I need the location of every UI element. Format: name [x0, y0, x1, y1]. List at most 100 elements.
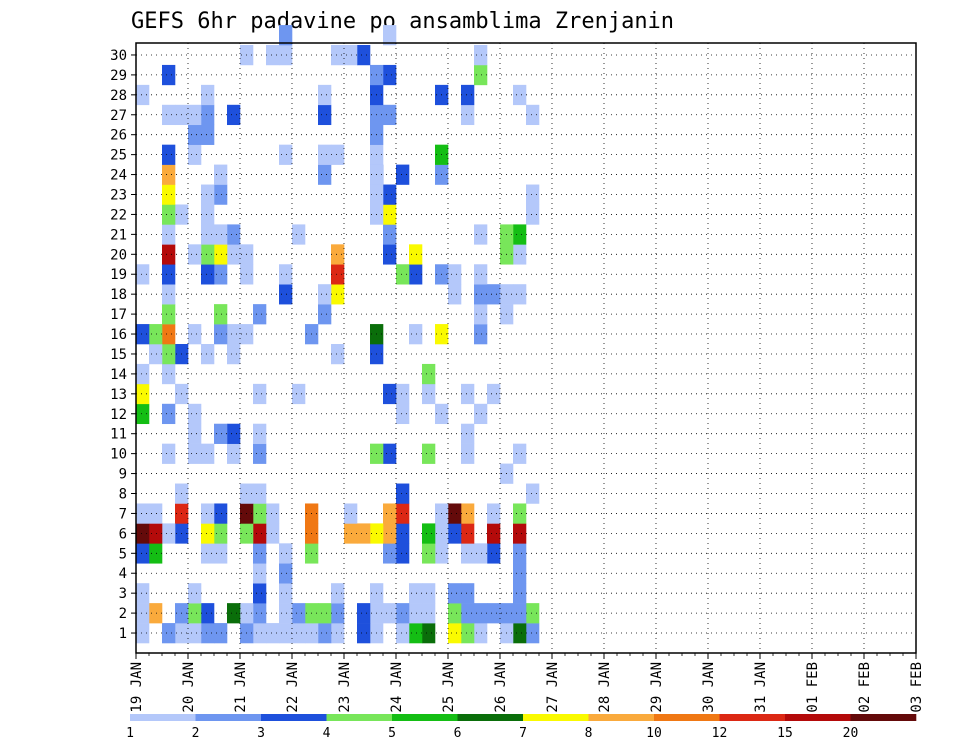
heatmap-cell — [227, 324, 241, 345]
heatmap-cell — [136, 583, 150, 604]
heatmap-cell — [227, 104, 241, 126]
heatmap-cell — [448, 623, 462, 644]
heatmap-cell — [487, 603, 501, 624]
heatmap-cell — [214, 264, 228, 285]
y-tick-label: 29 — [110, 68, 127, 84]
heatmap-cell — [422, 603, 436, 624]
heatmap-cell — [357, 623, 371, 644]
heatmap-cell — [214, 623, 228, 644]
heatmap-cell — [266, 45, 280, 66]
heatmap-cell — [461, 623, 475, 644]
heatmap-cell — [253, 603, 267, 624]
heatmap-cell — [461, 423, 475, 444]
heatmap-cell — [266, 623, 280, 644]
heatmap-cell — [383, 104, 397, 126]
heatmap-cell — [526, 184, 540, 205]
y-axis: 1234567891011121314151617181920212223242… — [110, 48, 136, 642]
heatmap-cell — [422, 443, 436, 464]
heatmap-cell — [162, 204, 176, 225]
heatmap-cell — [513, 543, 527, 564]
heatmap-cell — [383, 184, 397, 205]
heatmap-cell — [383, 64, 397, 86]
y-tick-label: 9 — [119, 467, 127, 483]
heatmap-cell — [526, 483, 540, 504]
heatmap-cell — [409, 583, 423, 604]
heatmap-cell — [513, 583, 527, 604]
heatmap-cell — [188, 443, 202, 464]
y-tick-label: 7 — [119, 506, 127, 522]
heatmap-cell — [136, 403, 150, 425]
heatmap-cell — [396, 164, 410, 185]
heatmap-cell — [214, 224, 228, 245]
heatmap-cell — [149, 603, 163, 624]
heatmap-cell — [162, 304, 176, 325]
heatmap-cell — [279, 603, 293, 624]
heatmap-cell — [253, 583, 267, 604]
heatmap-cell — [201, 443, 215, 464]
heatmap-cell — [253, 383, 267, 405]
heatmap-cell — [331, 623, 345, 644]
y-tick-label: 12 — [110, 407, 127, 423]
heatmap-cell — [409, 264, 423, 285]
heatmap-cell — [201, 523, 215, 544]
heatmap-cell — [383, 543, 397, 564]
heatmap-cell — [292, 603, 306, 624]
heatmap-cell — [188, 324, 202, 345]
heatmap-cell — [149, 324, 163, 345]
heatmap-cell — [201, 204, 215, 225]
heatmap-cell — [162, 244, 176, 265]
heatmap-cell — [136, 523, 150, 544]
y-tick-label: 24 — [110, 168, 127, 184]
x-tick-label: 27 JAN — [545, 662, 561, 713]
colorbar-label: 1 — [126, 726, 134, 741]
heatmap-cell — [461, 583, 475, 604]
heatmap-cell — [396, 603, 410, 624]
heatmap-cell — [344, 523, 358, 544]
heatmap-cell — [383, 204, 397, 225]
heatmap-cell — [214, 304, 228, 325]
x-tick-label: 29 JAN — [649, 662, 665, 713]
heatmap-cell — [383, 383, 397, 405]
heatmap-cell — [474, 543, 488, 564]
heatmap-cell — [448, 583, 462, 604]
heatmap-cell — [188, 124, 202, 145]
heatmap-cell — [279, 583, 293, 604]
y-tick-label: 2 — [119, 606, 127, 622]
y-tick-label: 16 — [110, 327, 127, 343]
heatmap-cell — [162, 224, 176, 245]
heatmap-cell — [227, 244, 241, 265]
heatmap-cell — [331, 344, 345, 365]
y-tick-label: 22 — [110, 207, 127, 223]
heatmap-cell — [136, 264, 150, 285]
heatmap-cell — [331, 264, 345, 285]
heatmap-cell — [383, 443, 397, 464]
colorbar-swatch — [392, 714, 458, 721]
heatmap-cell — [461, 443, 475, 464]
colorbar-label: 5 — [388, 726, 396, 741]
y-tick-label: 28 — [110, 88, 127, 104]
x-tick-label: 26 JAN — [493, 662, 509, 713]
heatmap-cells — [136, 25, 540, 644]
grid-lines — [136, 43, 916, 653]
heatmap-cell — [487, 503, 501, 524]
heatmap-cell — [513, 563, 527, 584]
heatmap-cell — [526, 603, 540, 624]
heatmap-cell — [162, 443, 176, 464]
heatmap-cell — [513, 84, 527, 106]
x-tick-label: 19 JAN — [129, 662, 145, 713]
heatmap-cell — [188, 244, 202, 265]
x-axis: 19 JAN 20 JAN 21 JAN 22 JAN 23 JAN 24 JAN 25 J… — [129, 653, 925, 713]
heatmap-cell — [201, 104, 215, 126]
heatmap-cell — [513, 503, 527, 524]
heatmap-cell — [253, 503, 267, 524]
heatmap-cell — [396, 483, 410, 504]
heatmap-cell — [201, 503, 215, 524]
heatmap-cell — [136, 324, 150, 345]
heatmap-cell — [474, 45, 488, 66]
heatmap-cell — [487, 284, 501, 305]
heatmap-cell — [201, 543, 215, 564]
heatmap-cell — [487, 543, 501, 564]
x-tick-label: 01 FEB — [805, 662, 821, 713]
heatmap-cell — [383, 603, 397, 624]
heatmap-cell — [253, 623, 267, 644]
